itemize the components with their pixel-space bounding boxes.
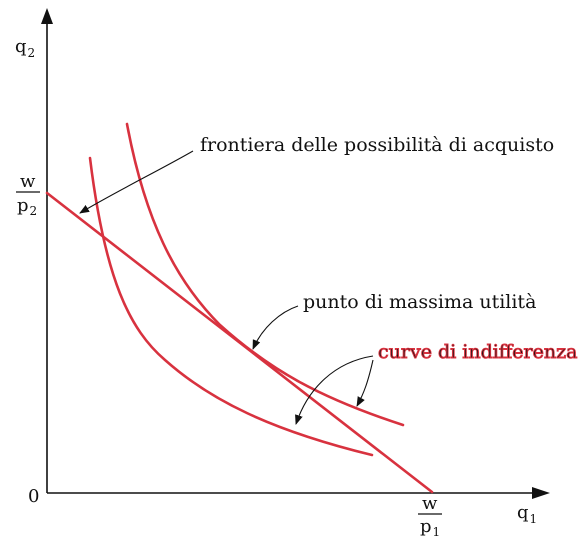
x-axis-label: q1 [517,502,537,526]
y-intercept-numerator: w [20,171,36,192]
y-intercept-denominator: p2 [17,195,37,218]
indifference-curve-lower [88,156,374,457]
indifference-curve-upper [125,122,405,427]
x-axis-arrow-icon [532,487,550,499]
origin-label: 0 [28,486,39,507]
y-axis-arrow-icon [41,8,53,24]
x-intercept-numerator: w [422,493,438,514]
y-axis-label: q2 [15,36,35,60]
indifference-pointer-arrow-lower [295,355,374,425]
x-intercept-denominator: p1 [420,516,440,539]
indifference-curves-label: curve di indifferenza [378,341,577,363]
max-utility-point-label: punto di massima utilità [303,291,536,313]
max-utility-pointer-arrow [252,305,299,350]
budget-line [45,191,434,494]
indifference-pointer-arrow-upper [356,359,374,407]
budget-pointer-arrow [79,150,194,214]
budget-frontier-label: frontiera delle possibilità di acquisto [200,134,554,156]
